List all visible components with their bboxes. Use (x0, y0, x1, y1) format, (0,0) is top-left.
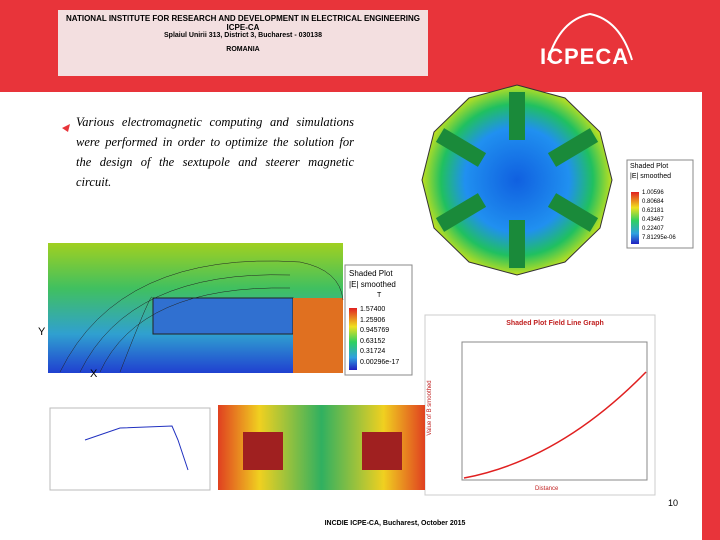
legend-left-unit: T (377, 292, 382, 299)
line-graph-plot (461, 341, 648, 481)
logo: ICPECA (540, 44, 630, 69)
line-graph (424, 314, 656, 496)
legend-value: 1.25906 (360, 316, 386, 324)
coil-left (243, 432, 283, 470)
bullet-text: Various electromagnetic computing and si… (76, 115, 354, 189)
legend-left-subtitle: |E| smoothed (349, 280, 396, 289)
axis-y: Y (38, 326, 46, 338)
header-line3: ROMANIA (226, 46, 260, 53)
legend-value: 0.945769 (360, 327, 390, 334)
small-graph (49, 407, 211, 491)
legend-top-title: Shaded Plot (630, 163, 669, 170)
steerer-core (152, 297, 294, 335)
small-graph-curve (84, 425, 189, 471)
legend-top-scale (631, 192, 639, 244)
legend-value: 0.62181 (642, 208, 664, 214)
coil-right (362, 432, 402, 470)
legend-value: 0.31724 (360, 348, 386, 355)
header-line1: NATIONAL INSTITUTE FOR RESEARCH AND DEVE… (66, 14, 420, 32)
legend-value: 1.00596 (642, 190, 664, 196)
line-graph-ylabel: Value of B smoothed (427, 380, 433, 436)
field-lines (59, 260, 344, 373)
footer: INCDIE ICPE-CA, Bucharest, October 2015 (324, 520, 466, 527)
bullet-icon (62, 124, 70, 132)
sextupole-plot (421, 84, 613, 276)
legend-value: 0.00296e-17 (360, 358, 400, 366)
legend-value: 0.80684 (642, 199, 664, 205)
page-number: 10 (668, 498, 679, 508)
legend-value: 0.43467 (642, 217, 664, 223)
legend-left-title: Shaded Plot (349, 269, 393, 278)
steerer-coil (293, 298, 343, 373)
legend-top-subtitle: |E| smoothed (630, 173, 671, 180)
legend-value: 0.22407 (642, 226, 664, 232)
line-graph-xlabel: Distance (535, 486, 559, 492)
axis-x: X (90, 368, 98, 380)
legend-left-scale (349, 308, 357, 370)
header-line2: Splaiul Unirii 313, District 3, Buchares… (164, 32, 322, 39)
line-graph-curve (463, 371, 647, 479)
legend-value: 1.57400 (360, 306, 386, 313)
legend-value: 7.81295e-06 (642, 235, 676, 241)
sextupole-poles (435, 92, 599, 268)
side-band (702, 92, 720, 540)
legend-value: 0.63152 (360, 337, 386, 345)
logo-arch (547, 12, 633, 61)
header-box (58, 10, 428, 76)
line-graph-title: Shaded Plot Field Line Graph (506, 320, 604, 327)
